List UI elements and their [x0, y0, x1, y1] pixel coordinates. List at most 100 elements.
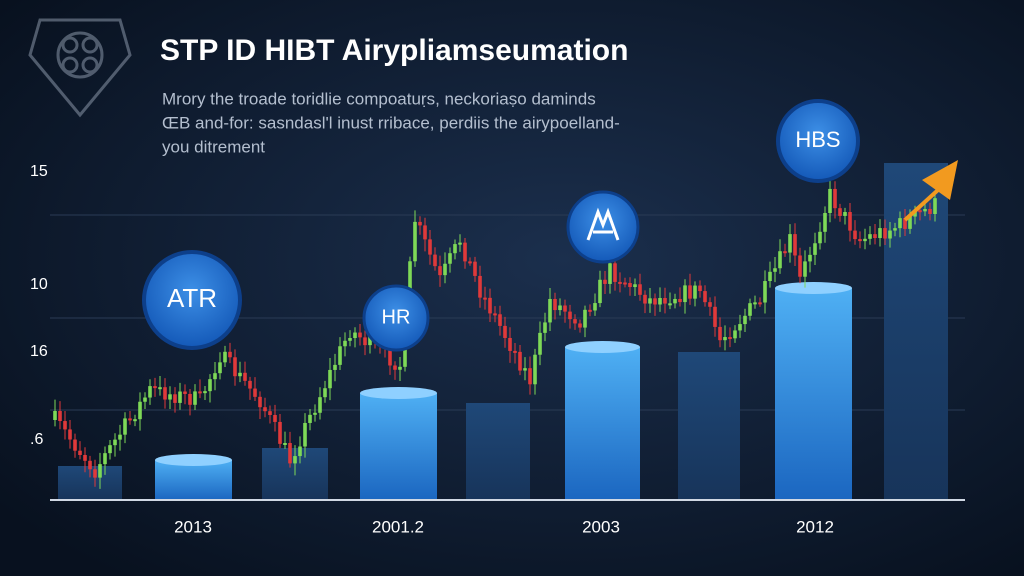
- icon-badge: [566, 190, 640, 264]
- candle-body: [553, 298, 557, 311]
- candle-body: [623, 282, 627, 285]
- candle-body: [78, 450, 82, 455]
- candle-body: [478, 275, 482, 298]
- candle-body: [98, 464, 102, 478]
- candle-body: [58, 411, 62, 422]
- candle-body: [318, 397, 322, 413]
- candle-body: [888, 230, 892, 239]
- candle-body: [283, 442, 287, 445]
- candle-body: [588, 309, 592, 312]
- candle-body: [618, 281, 622, 284]
- candle-body: [683, 285, 687, 303]
- candle-body: [813, 243, 817, 255]
- candle-body: [823, 212, 827, 232]
- candle-body: [723, 337, 727, 341]
- candle-body: [558, 305, 562, 311]
- candle-body: [583, 309, 587, 328]
- badge: ATR: [142, 250, 242, 350]
- candle-body: [698, 285, 702, 292]
- candle-body: [108, 445, 112, 454]
- candle-body: [228, 351, 232, 358]
- candle-body: [408, 261, 412, 309]
- candle-body: [223, 351, 227, 363]
- candle-body: [663, 298, 667, 304]
- candle-body: [178, 391, 182, 403]
- y-label: .6: [30, 431, 43, 448]
- candle-body: [598, 279, 602, 304]
- candle-body: [783, 251, 787, 254]
- candle-body: [738, 324, 742, 331]
- candle-body: [603, 279, 607, 284]
- candle-body: [753, 302, 757, 305]
- candle-body: [718, 326, 722, 341]
- candle-body: [233, 357, 237, 377]
- candle-body: [308, 414, 312, 423]
- candle-body: [693, 285, 697, 299]
- candle-body: [928, 208, 932, 214]
- candle-body: [88, 460, 92, 470]
- candle-body: [63, 421, 67, 430]
- candle-body: [198, 391, 202, 394]
- candle-body: [743, 315, 747, 325]
- candle-body: [238, 372, 242, 377]
- candle-body: [933, 198, 937, 214]
- candle-body: [458, 242, 462, 245]
- logo: [28, 18, 132, 118]
- candle-body: [523, 368, 527, 371]
- candle-body: [713, 306, 717, 327]
- x-label: 2001.2: [372, 517, 424, 536]
- candle-body: [338, 346, 342, 365]
- candle-body: [628, 283, 632, 288]
- candle-body: [138, 401, 142, 420]
- candle-body: [708, 302, 712, 307]
- candle-body: [788, 234, 792, 253]
- candle-body: [218, 362, 222, 374]
- bar-shape: [884, 163, 948, 500]
- candle-body: [258, 396, 262, 408]
- candle-body: [398, 366, 402, 370]
- bar-shape: [466, 403, 530, 500]
- candle-body: [903, 218, 907, 229]
- candle-body: [818, 231, 822, 244]
- candle-body: [513, 350, 517, 353]
- candle-body: [443, 263, 447, 276]
- bar-shape: [360, 393, 437, 500]
- candle-body: [143, 397, 147, 402]
- candle-body: [508, 337, 512, 351]
- candle-body: [323, 388, 327, 398]
- candle-body: [83, 454, 87, 461]
- x-label: 2013: [174, 517, 212, 536]
- candle-body: [133, 419, 137, 422]
- candle-body: [638, 284, 642, 295]
- title: STP ID HIBT Airypliamseumation: [160, 34, 628, 67]
- subtitle: you ditrement: [162, 137, 265, 156]
- arrow: [903, 160, 958, 222]
- candle-body: [193, 391, 197, 405]
- x-label: 2003: [582, 517, 620, 536]
- candle-body: [873, 234, 877, 239]
- candle-body: [653, 298, 657, 305]
- candle-body: [568, 311, 572, 320]
- candle-body: [103, 453, 107, 465]
- candle-body: [518, 351, 522, 371]
- candle-body: [448, 253, 452, 264]
- candle-body: [303, 422, 307, 447]
- candle-body: [498, 314, 502, 326]
- candle-body: [473, 261, 477, 276]
- candle-body: [73, 439, 77, 451]
- candle-body: [358, 332, 362, 338]
- candle-body: [608, 263, 612, 284]
- candle-body: [648, 298, 652, 304]
- candle-body: [728, 337, 732, 340]
- candle-body: [573, 319, 577, 324]
- candle-body: [188, 393, 192, 405]
- candle-body: [758, 302, 762, 305]
- candle-body: [543, 322, 547, 333]
- candle-body: [493, 313, 497, 316]
- candles: [53, 178, 937, 489]
- badge-label: HBS: [795, 127, 840, 152]
- candle-body: [208, 379, 212, 392]
- candle-body: [773, 268, 777, 272]
